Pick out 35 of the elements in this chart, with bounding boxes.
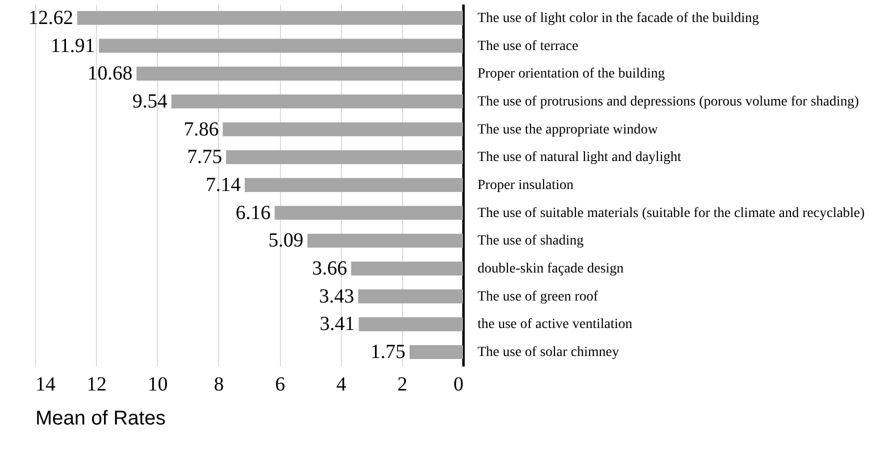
y-tick-label: The use the appropriate window xyxy=(478,122,659,138)
x-tick-label: 0 xyxy=(454,374,464,396)
y-tick-label: The use of protrusions and depressions (porous volume for shading) xyxy=(478,94,860,110)
x-tick-label: 12 xyxy=(86,374,107,396)
data-label: 5.09 xyxy=(268,230,304,252)
data-label: 3.66 xyxy=(312,258,348,280)
data-label: 7.86 xyxy=(184,118,219,140)
data-label: 3.43 xyxy=(319,285,354,308)
y-tick-label: Proper insulation xyxy=(478,178,574,193)
data-label: 3.41 xyxy=(320,313,355,336)
y-tick-label: The use of shading xyxy=(478,234,584,249)
data-label: 11.91 xyxy=(50,34,95,57)
x-tick-label: 10 xyxy=(148,374,168,396)
x-tick-label: 4 xyxy=(336,374,346,396)
x-tick-label: 8 xyxy=(214,374,224,396)
x-tick-label: 6 xyxy=(275,374,286,396)
y-tick-label: The use of solar chimney xyxy=(478,345,620,360)
y-tick-label: The use of suitable materials (suitable for the climate and recyclable) xyxy=(478,206,866,221)
data-label: 7.14 xyxy=(206,174,241,196)
x-tick-label: 2 xyxy=(397,374,408,396)
data-label: 1.75 xyxy=(370,341,406,364)
x-tick-label: 14 xyxy=(36,374,56,396)
data-label: 6.16 xyxy=(236,202,271,224)
data-label: 7.75 xyxy=(187,146,222,168)
y-tick-label: The use of light color in the facade of the building xyxy=(478,10,759,26)
y-tick-label: The use of terrace xyxy=(478,38,578,54)
data-label: 10.68 xyxy=(87,62,132,85)
y-tick-label: The use of natural light and daylight xyxy=(478,150,682,166)
x-axis-title: Mean of Rates xyxy=(36,408,166,430)
y-tick-label: the use of active ventilation xyxy=(478,317,632,332)
data-label: 9.54 xyxy=(132,90,168,112)
data-label: 12.62 xyxy=(28,6,74,29)
y-tick-label: The use of green roof xyxy=(478,289,598,304)
y-tick-label: double-skin façade design xyxy=(478,262,624,277)
y-tick-label: Proper orientation of the building xyxy=(478,66,665,82)
